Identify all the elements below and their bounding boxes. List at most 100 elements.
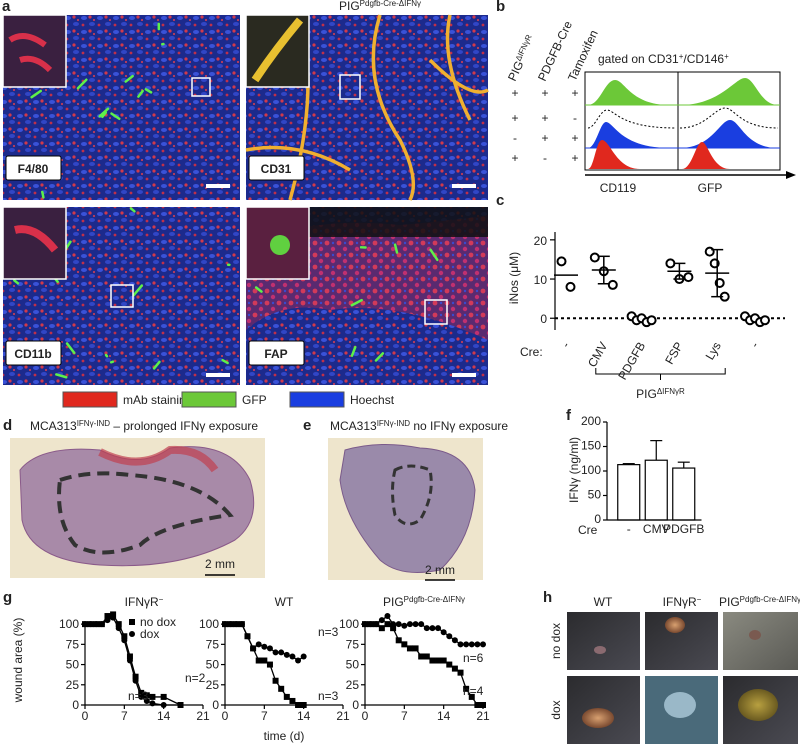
x-tick-label: Lys — [703, 340, 724, 363]
column-label: IFNγR− — [663, 595, 702, 610]
group-label: PIGΔIFNγR — [636, 387, 685, 402]
scale-bar — [206, 373, 230, 377]
data-point — [407, 645, 413, 651]
data-point — [424, 625, 430, 631]
data-point — [413, 645, 419, 651]
panel-label: e — [303, 417, 311, 434]
y-tick-label: 50 — [206, 658, 220, 672]
column-label: PIGΔIFNγR — [505, 33, 539, 83]
row-sign: + — [541, 86, 548, 100]
data-point — [591, 253, 599, 261]
x-tick-label: - — [627, 522, 631, 536]
scale-bar — [206, 184, 230, 188]
annotation: n=6 — [463, 651, 484, 665]
x-tick-label: 7 — [121, 709, 128, 723]
gate-label-part: gated on CD31 — [598, 52, 679, 66]
chart-title: PIGPdgfb-Cre-ΔIFNγ — [383, 595, 465, 610]
y-tick-label: 0 — [212, 698, 219, 712]
x-label: CD119 — [600, 181, 637, 195]
data-point — [121, 637, 127, 643]
image-label: CD11b — [14, 347, 51, 361]
panel-label: c — [496, 192, 504, 209]
data-point — [396, 637, 402, 643]
gfp-cell — [106, 355, 107, 356]
panel-label: h — [543, 589, 552, 606]
y-tick-label: 50 — [346, 658, 360, 672]
data-point — [362, 621, 368, 627]
x-axis-label: time (d) — [264, 729, 305, 743]
data-point — [384, 613, 390, 619]
y-tick-label: 0 — [540, 312, 547, 326]
data-point — [278, 686, 284, 692]
data-point — [222, 621, 228, 627]
data-point — [178, 702, 184, 708]
inset — [3, 207, 66, 279]
data-point — [469, 641, 475, 647]
row-label: no dox — [549, 623, 563, 659]
panel-title-part: MCA313 — [330, 419, 377, 433]
x-label: GFP — [698, 181, 723, 195]
column-label-part: IFNγR — [663, 595, 697, 609]
data-point — [161, 694, 167, 700]
data-point — [161, 702, 167, 708]
annotation: n=3 — [128, 689, 149, 703]
data-point — [88, 621, 94, 627]
data-point — [452, 666, 458, 672]
legend-label: Hoechst — [350, 393, 395, 407]
panel-label: a — [2, 0, 11, 15]
data-point — [295, 658, 301, 664]
data-point — [289, 698, 295, 704]
x-tick-label: 0 — [362, 709, 369, 723]
row-sign: + — [511, 111, 518, 125]
data-point — [648, 316, 656, 324]
panel-title: MCA313IFNγ-IND – prolonged IFNγ exposure — [30, 419, 258, 434]
data-point — [480, 702, 486, 708]
image-label: CD31 — [261, 162, 292, 176]
data-point — [474, 641, 480, 647]
annotation: n=3 — [318, 625, 339, 639]
scale-label: 2 mm — [205, 557, 235, 571]
data-point — [384, 621, 390, 627]
data-point — [390, 621, 396, 627]
y-tick-label: 200 — [581, 414, 601, 428]
y-tick-label: 75 — [346, 637, 360, 651]
panel-title: PIGPdgfb-Cre-ΔIFNγ — [339, 0, 421, 13]
legend-marker — [129, 631, 135, 637]
chart-title: IFNγR− — [125, 595, 164, 610]
y-tick-label: 100 — [59, 617, 79, 631]
column-label: WT — [594, 595, 613, 609]
bar — [673, 468, 695, 520]
data-point — [256, 641, 262, 647]
data-point — [149, 700, 155, 706]
wound — [594, 646, 606, 654]
data-point — [441, 629, 447, 635]
row-sign: - — [573, 111, 577, 125]
x-axis-label: Cre: — [520, 345, 543, 359]
arrow-head — [786, 171, 796, 179]
data-point — [424, 653, 430, 659]
data-point — [110, 615, 116, 621]
chart-title-sup: − — [159, 595, 164, 604]
data-point — [244, 633, 250, 639]
data-point — [233, 621, 239, 627]
scale-bar — [452, 184, 476, 188]
panel-title: MCA313IFNγ-IND no IFNγ exposure — [330, 419, 508, 434]
data-point — [133, 678, 139, 684]
wound — [582, 708, 614, 728]
y-axis-label: IFNγ (ng/ml) — [567, 437, 581, 503]
y-tick-label: 50 — [588, 488, 602, 502]
panel-label: g — [3, 589, 12, 606]
data-point — [368, 621, 374, 627]
tissue-sections — [10, 438, 483, 580]
row-sign: + — [571, 131, 578, 145]
legend-marker — [129, 619, 135, 625]
data-point — [278, 649, 284, 655]
panel-title-sup: IFNγ-IND — [77, 419, 111, 428]
data-point — [401, 641, 407, 647]
data-point — [446, 662, 452, 668]
y-tick-label: 0 — [352, 698, 359, 712]
data-point — [228, 621, 234, 627]
x-tick-label: FSP — [662, 340, 686, 367]
